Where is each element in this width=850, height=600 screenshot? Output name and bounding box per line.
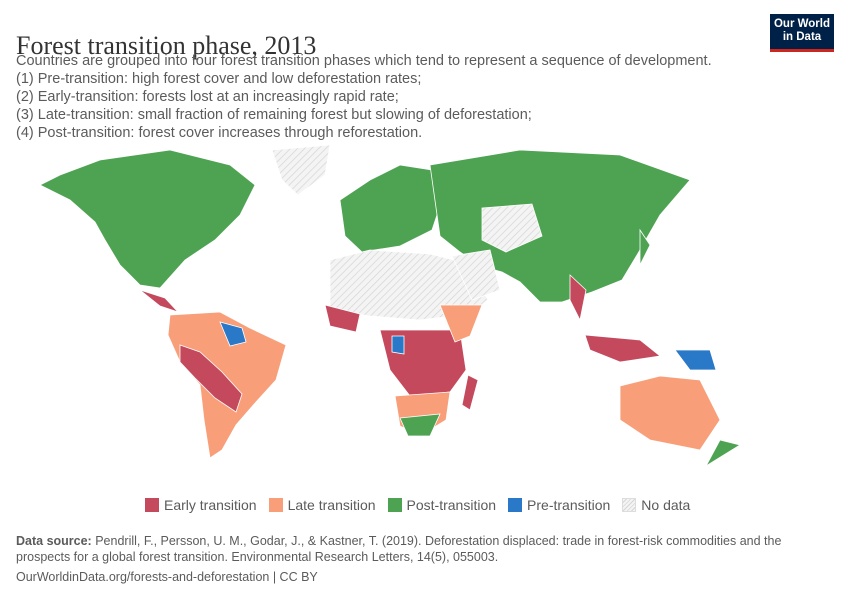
region-south-africa[interactable] (399, 413, 441, 437)
legend-swatch (268, 498, 283, 512)
subtitle-line: (1) Pre-transition: high forest cover an… (16, 71, 422, 87)
region-west-africa[interactable] (324, 304, 361, 333)
chart-subtitle: Countries are grouped into four forest t… (16, 52, 746, 142)
region-myanmar[interactable] (569, 274, 587, 322)
region-middle-east[interactable] (451, 249, 501, 301)
data-source: Data source: Pendrill, F., Persson, U. M… (16, 533, 816, 565)
subtitle-line: (3) Late-transition: small fraction of r… (16, 107, 532, 123)
region-papua-new-guinea[interactable] (674, 349, 717, 371)
source-label: Data source: (16, 534, 92, 548)
logo-text: Our World (773, 18, 830, 30)
region-guianas[interactable] (219, 321, 247, 347)
legend-item-early[interactable]: Early transition (145, 497, 257, 513)
legend-swatch (508, 498, 523, 512)
legend-label: Post-transition (406, 497, 497, 513)
legend: Early transition Late transition Post-tr… (145, 497, 690, 513)
subtitle-line: (2) Early-transition: forests lost at an… (16, 89, 399, 105)
legend-swatch (622, 498, 637, 512)
legend-label: No data (641, 497, 691, 513)
region-andes-early[interactable] (179, 344, 243, 413)
legend-swatch (145, 498, 159, 512)
chart-title: Forest transition phase, 2013 (16, 31, 317, 61)
region-madagascar[interactable] (461, 374, 479, 411)
region-east-africa[interactable] (439, 304, 483, 343)
region-greenland[interactable] (271, 144, 331, 196)
region-europe[interactable] (339, 164, 443, 253)
legend-item-pre[interactable]: Pre-transition (508, 497, 610, 513)
legend-item-post[interactable]: Post-transition (387, 497, 497, 513)
legend-item-late[interactable]: Late transition (268, 497, 376, 513)
legend-item-nodata[interactable]: No data (622, 497, 690, 513)
logo-text: in Data (782, 31, 822, 43)
region-australia[interactable] (619, 375, 721, 451)
legend-label: Pre-transition (527, 497, 611, 513)
footer-link[interactable]: OurWorldinData.org/forests-and-deforesta… (16, 570, 318, 584)
source-text: Pendrill, F., Persson, U. M., Godar, J.,… (16, 534, 782, 564)
legend-swatch (387, 498, 402, 512)
subtitle-line: (4) Post-transition: forest cover increa… (16, 125, 423, 141)
legend-label: Late transition (287, 497, 376, 513)
subtitle-line: Countries are grouped into four forest t… (16, 53, 712, 69)
region-north-america[interactable] (39, 149, 256, 289)
region-central-america[interactable] (139, 289, 179, 313)
legend-label: Early transition (164, 497, 257, 513)
region-new-zealand[interactable] (704, 439, 742, 468)
region-congo[interactable] (391, 335, 405, 355)
region-japan[interactable] (639, 228, 651, 266)
owid-logo[interactable]: Our World in Data (770, 14, 834, 52)
region-indonesia[interactable] (584, 334, 661, 363)
region-central-asia-nodata[interactable] (481, 203, 543, 253)
